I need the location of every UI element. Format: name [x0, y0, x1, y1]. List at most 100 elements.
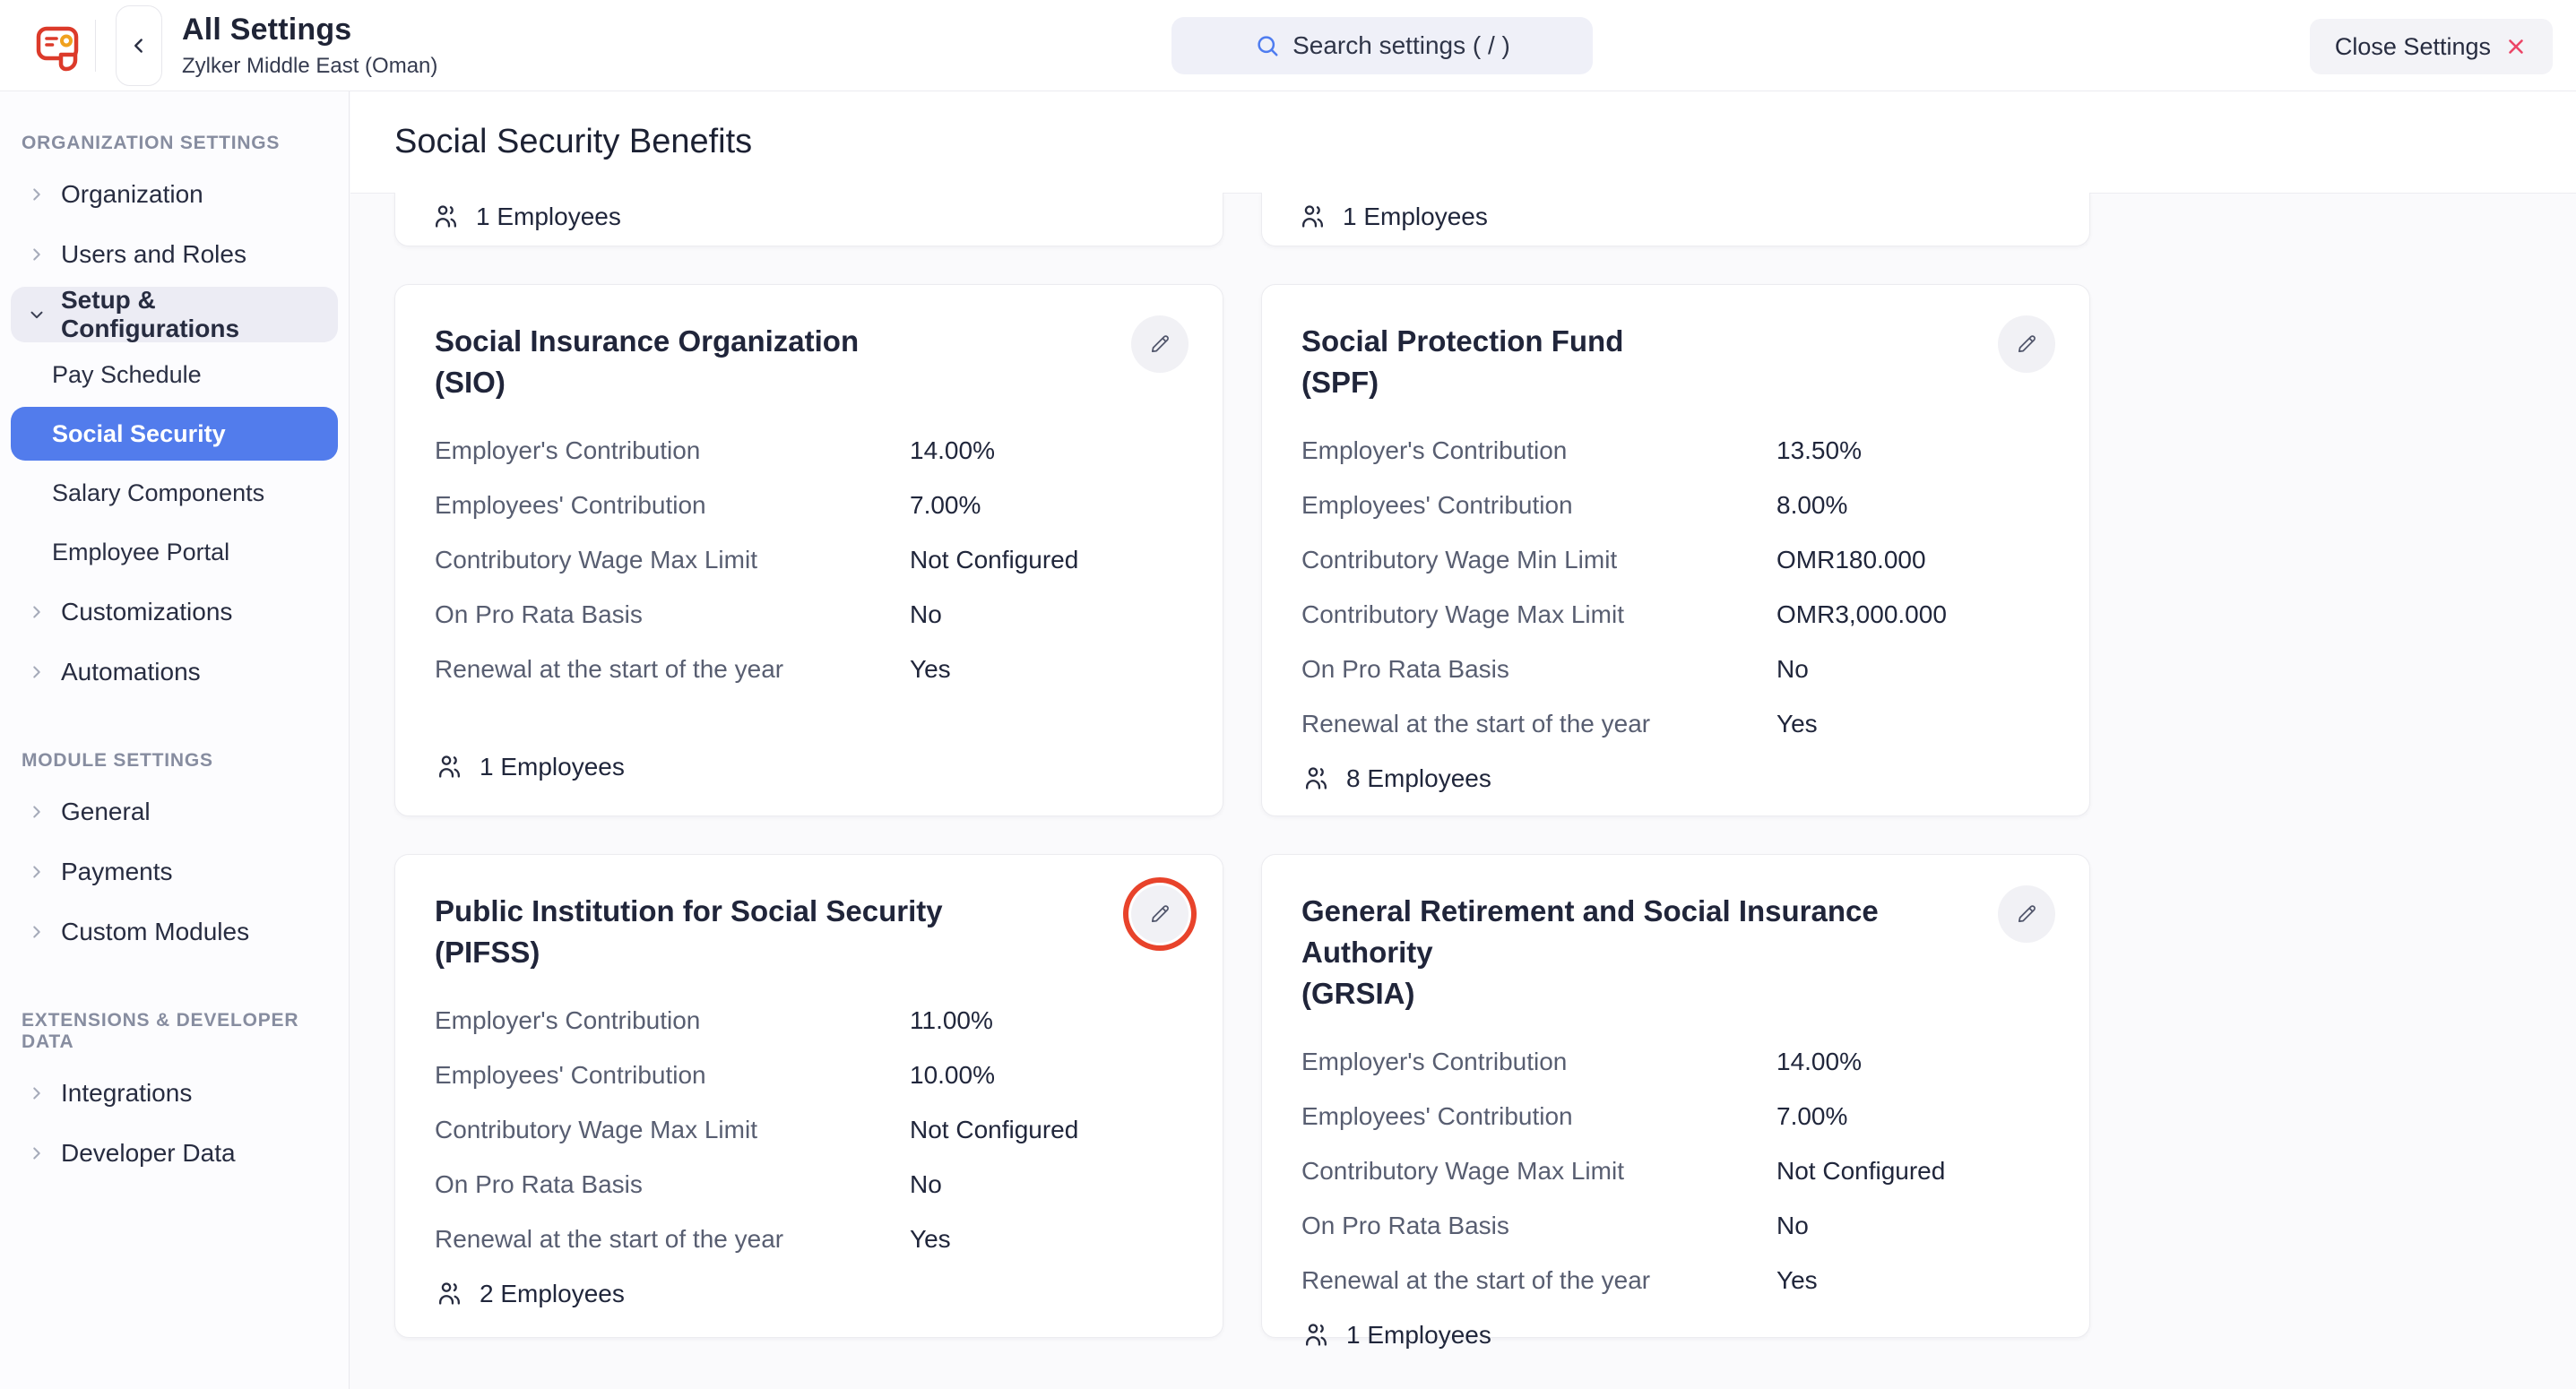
detail-row: Employees' Contribution 10.00%: [435, 1060, 1183, 1091]
sidebar-item-label: Custom Modules: [61, 918, 250, 945]
detail-row: Contributory Wage Max Limit Not Configure…: [435, 545, 1183, 575]
edit-pifss-button-highlighted[interactable]: [1131, 885, 1189, 943]
close-settings-button[interactable]: Close Settings: [2309, 19, 2553, 74]
benefit-card-grsia: General Retirement and Social Insurance …: [1261, 854, 2090, 1349]
edit-grsia-button[interactable]: [1998, 885, 2055, 943]
employees-label: 1 Employees: [476, 202, 621, 230]
detail-rows: Employer's Contribution 11.00% Employees'…: [435, 1005, 1183, 1279]
sidebar-item-general[interactable]: General: [11, 784, 338, 840]
row-value: Not Configured: [910, 1116, 1079, 1143]
sidebar-item-users-and-roles[interactable]: Users and Roles: [11, 227, 338, 282]
row-value: Not Configured: [1776, 1157, 1946, 1185]
chevron-right-icon: [27, 185, 47, 204]
row-value: No: [1776, 655, 1809, 683]
employees-label: 1 Employees: [1346, 1320, 1491, 1349]
sidebar-item-developer-data[interactable]: Developer Data: [11, 1126, 338, 1181]
detail-row: Employer's Contribution 13.50%: [1301, 436, 2050, 466]
detail-row: Renewal at the start of the year Yes: [435, 1224, 1183, 1255]
employees-count: 1 Employees: [1301, 1320, 2050, 1350]
edit-sio-button[interactable]: [1131, 315, 1189, 373]
row-label: Renewal at the start of the year: [435, 1225, 784, 1253]
sidebar-item-label: Employee Portal: [52, 538, 230, 565]
sidebar-item-automations[interactable]: Automations: [11, 644, 338, 700]
row-label: On Pro Rata Basis: [435, 600, 643, 628]
row-value: 11.00%: [910, 1006, 993, 1034]
row-label: Employees' Contribution: [1301, 491, 1573, 519]
search-placeholder: Search settings ( / ): [1292, 31, 1510, 59]
chevron-right-icon: [27, 602, 47, 622]
row-label: Contributory Wage Max Limit: [1301, 1157, 1624, 1185]
row-label: Employer's Contribution: [1301, 1048, 1568, 1075]
sidebar-item-label: Salary Components: [52, 479, 265, 506]
row-label: Renewal at the start of the year: [1301, 710, 1651, 738]
sidebar-item-customizations[interactable]: Customizations: [11, 584, 338, 640]
page-title: Social Security Benefits: [394, 123, 753, 160]
sidebar-item-custom-modules[interactable]: Custom Modules: [11, 904, 338, 960]
payroll-logo-icon: [29, 17, 86, 74]
sidebar-item-label: Users and Roles: [61, 240, 246, 268]
sidebar-item-employee-portal[interactable]: Employee Portal: [11, 525, 338, 579]
row-value: 10.00%: [910, 1061, 995, 1089]
row-label: On Pro Rata Basis: [1301, 1212, 1509, 1239]
detail-rows: Employer's Contribution 14.00% Employees'…: [435, 436, 1183, 709]
employees-count: 1 Employees: [431, 202, 621, 231]
close-icon: [2504, 35, 2528, 58]
detail-row: Employer's Contribution 14.00%: [435, 436, 1183, 466]
chevron-right-icon: [27, 1083, 47, 1103]
search-settings-input[interactable]: Search settings ( / ): [1171, 17, 1593, 74]
sidebar-item-pay-schedule[interactable]: Pay Schedule: [11, 348, 338, 401]
detail-row: On Pro Rata Basis No: [435, 1169, 1183, 1200]
search-icon: [1254, 32, 1281, 59]
row-value: 7.00%: [1776, 1102, 1848, 1130]
sidebar-item-organization[interactable]: Organization: [11, 167, 338, 222]
people-icon: [1298, 202, 1327, 231]
cards-row-3: Public Institution for Social Security (…: [394, 854, 2090, 1349]
cards-row-2: Social Insurance Organization (SIO) Empl…: [394, 284, 2090, 816]
detail-rows: Employer's Contribution 13.50% Employees'…: [1301, 436, 2050, 764]
back-button[interactable]: [116, 4, 162, 86]
employees-count: 8 Employees: [1301, 764, 2050, 793]
sidebar-item-setup-configurations[interactable]: Setup & Configurations: [11, 286, 338, 342]
row-label: Renewal at the start of the year: [435, 655, 784, 683]
row-label: Employer's Contribution: [435, 1006, 701, 1034]
pencil-icon: [1147, 902, 1172, 927]
detail-row: Contributory Wage Min Limit OMR180.000: [1301, 545, 2050, 575]
row-label: Employees' Contribution: [435, 1061, 706, 1089]
app-logo[interactable]: [29, 17, 86, 74]
chevron-right-icon: [27, 802, 47, 822]
sidebar-item-payments[interactable]: Payments: [11, 844, 338, 900]
sidebar-item-label: Pay Schedule: [52, 360, 202, 388]
row-label: On Pro Rata Basis: [435, 1170, 643, 1198]
row-label: Contributory Wage Max Limit: [435, 546, 757, 574]
detail-row: On Pro Rata Basis No: [1301, 1211, 2050, 1241]
sidebar-item-social-security[interactable]: Social Security: [11, 407, 338, 461]
sidebar-item-salary-components[interactable]: Salary Components: [11, 466, 338, 520]
row-value: No: [910, 1170, 942, 1198]
row-value: Yes: [910, 655, 951, 683]
employees-count: 2 Employees: [435, 1279, 1183, 1308]
row-value: 13.50%: [1776, 436, 1862, 464]
settings-sidebar: ORGANIZATION SETTINGS Organization Users…: [0, 91, 350, 1389]
edit-spf-button[interactable]: [1998, 315, 2055, 373]
sidebar-item-integrations[interactable]: Integrations: [11, 1065, 338, 1121]
benefits-scroll-area[interactable]: 1 Employees 1 Employees Social I: [350, 193, 2576, 1389]
row-value: Yes: [910, 1225, 951, 1253]
detail-row: Contributory Wage Max Limit Not Configure…: [1301, 1156, 2050, 1186]
sidebar-item-label: General: [61, 798, 151, 825]
detail-row: Renewal at the start of the year Yes: [1301, 709, 2050, 739]
detail-row: Renewal at the start of the year Yes: [435, 654, 1183, 685]
chevron-down-icon: [27, 305, 47, 324]
employees-label: 8 Employees: [1346, 764, 1491, 792]
sidebar-item-label: Integrations: [61, 1079, 193, 1107]
row-value: OMR3,000.000: [1776, 600, 1947, 628]
organization-name: Zylker Middle East (Oman): [182, 53, 438, 78]
org-abbr: (SPF): [1301, 366, 1379, 399]
people-icon: [431, 202, 461, 231]
chevron-right-icon: [27, 862, 47, 882]
detail-row: Renewal at the start of the year Yes: [1301, 1265, 2050, 1296]
row-label: Contributory Wage Max Limit: [435, 1116, 757, 1143]
sidebar-item-label: Developer Data: [61, 1139, 236, 1167]
row-value: 14.00%: [910, 436, 995, 464]
sidebar-item-label: Automations: [61, 658, 201, 686]
detail-row: Employer's Contribution 14.00%: [1301, 1047, 2050, 1077]
